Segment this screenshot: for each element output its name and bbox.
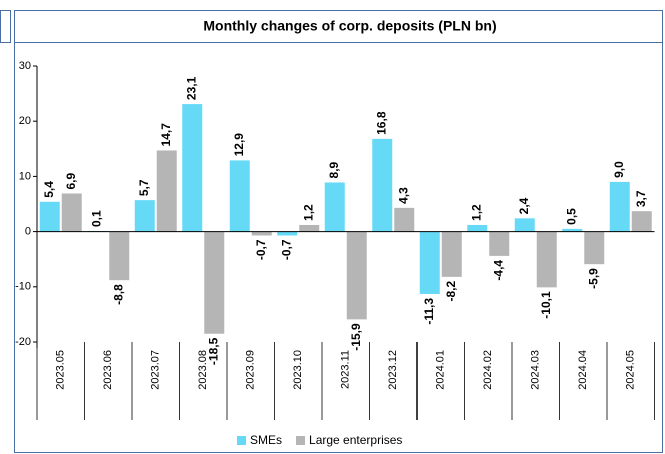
data-label: -8,2 — [444, 281, 458, 302]
side-box — [0, 10, 11, 43]
data-label: 12,9 — [232, 133, 246, 157]
data-label: -10,1 — [539, 291, 553, 319]
legend-swatch — [296, 436, 306, 445]
legend-swatch — [237, 436, 246, 445]
bar — [156, 150, 177, 232]
bar — [61, 193, 82, 232]
bar — [109, 231, 130, 281]
bar — [441, 231, 462, 277]
data-label: 0,1 — [89, 210, 103, 227]
bar — [346, 231, 367, 320]
bar — [419, 231, 440, 294]
data-label: 5,4 — [42, 181, 56, 198]
bar — [229, 160, 250, 232]
data-label: -4,4 — [491, 260, 505, 281]
x-tick-label: 2024.02 — [482, 350, 494, 390]
bar — [609, 181, 630, 232]
data-label: 9,0 — [612, 161, 626, 178]
data-label: 23,1 — [184, 76, 198, 100]
x-tick-label: 2024.04 — [577, 350, 589, 390]
x-tick-label: 2024.01 — [435, 350, 447, 390]
bar — [467, 224, 488, 232]
data-label: -8,8 — [111, 284, 125, 305]
bar — [134, 200, 155, 232]
bar — [514, 218, 535, 232]
x-tick-label: 2023.09 — [245, 350, 257, 390]
data-label: 1,2 — [301, 204, 315, 221]
x-tick-label: 2023.12 — [387, 350, 399, 390]
data-label: -5,9 — [586, 268, 600, 289]
data-label: -15,9 — [349, 323, 363, 351]
data-label: 1,2 — [469, 204, 483, 221]
x-tick-label: 2024.03 — [530, 350, 542, 390]
x-tick-label: 2023.10 — [292, 350, 304, 390]
bar — [324, 182, 345, 232]
data-label: 3,7 — [634, 190, 648, 207]
bar — [562, 228, 583, 232]
bar — [631, 211, 652, 232]
bar — [39, 201, 60, 232]
bar — [489, 231, 510, 256]
x-tick-label: 2023.08 — [197, 350, 209, 390]
x-tick-label: 2023.11 — [340, 350, 352, 389]
bar — [277, 231, 298, 236]
chart-title: Monthly changes of corp. deposits (PLN b… — [203, 18, 496, 34]
bar — [536, 231, 557, 288]
x-tick-label: 2023.07 — [150, 350, 162, 390]
data-label: 6,9 — [64, 173, 78, 190]
data-label: 0,5 — [564, 208, 578, 225]
bar — [299, 224, 320, 232]
legend-label: Large enterprises — [309, 433, 402, 447]
bar — [204, 231, 225, 334]
x-tick-label: 2023.06 — [102, 350, 114, 390]
x-tick-label: 2023.05 — [55, 350, 67, 390]
bar — [251, 231, 272, 236]
bar — [394, 207, 415, 232]
data-label: 16,8 — [374, 111, 388, 135]
y-tick-label: -20 — [15, 336, 31, 348]
data-label: -0,7 — [279, 239, 293, 260]
data-label: 5,7 — [137, 179, 151, 196]
y-tick-label: 20 — [19, 115, 31, 127]
data-label: 14,7 — [159, 123, 173, 147]
y-tick-label: -10 — [15, 281, 31, 293]
legend-label: SMEs — [250, 433, 282, 447]
data-label: -0,7 — [254, 239, 268, 260]
y-tick-label: 30 — [19, 60, 31, 72]
data-label: -18,5 — [206, 337, 220, 365]
data-label: -11,3 — [422, 298, 436, 325]
x-tick-label: 2024.05 — [625, 350, 637, 390]
data-label: 8,9 — [327, 161, 341, 178]
bar — [372, 138, 393, 232]
y-tick-label: 10 — [19, 170, 31, 182]
y-tick-label: 0 — [25, 226, 31, 238]
bar — [182, 104, 203, 232]
bar — [584, 231, 605, 265]
data-label: 2,4 — [517, 197, 531, 214]
chart-frame — [14, 42, 663, 453]
data-label: 4,3 — [396, 187, 410, 204]
